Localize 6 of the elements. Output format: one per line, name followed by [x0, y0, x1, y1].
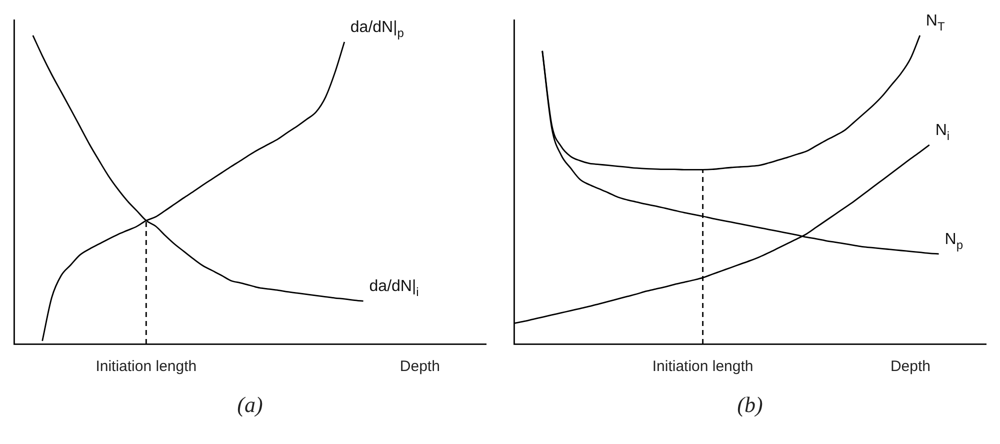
x-tick-label: Initiation length	[96, 358, 197, 376]
text: (b)	[737, 392, 763, 418]
text: (a)	[237, 392, 263, 418]
x-tick-label: Depth	[890, 358, 930, 376]
x-tick-label: Depth	[400, 358, 440, 376]
x-tick-label: Initiation length	[652, 358, 754, 376]
